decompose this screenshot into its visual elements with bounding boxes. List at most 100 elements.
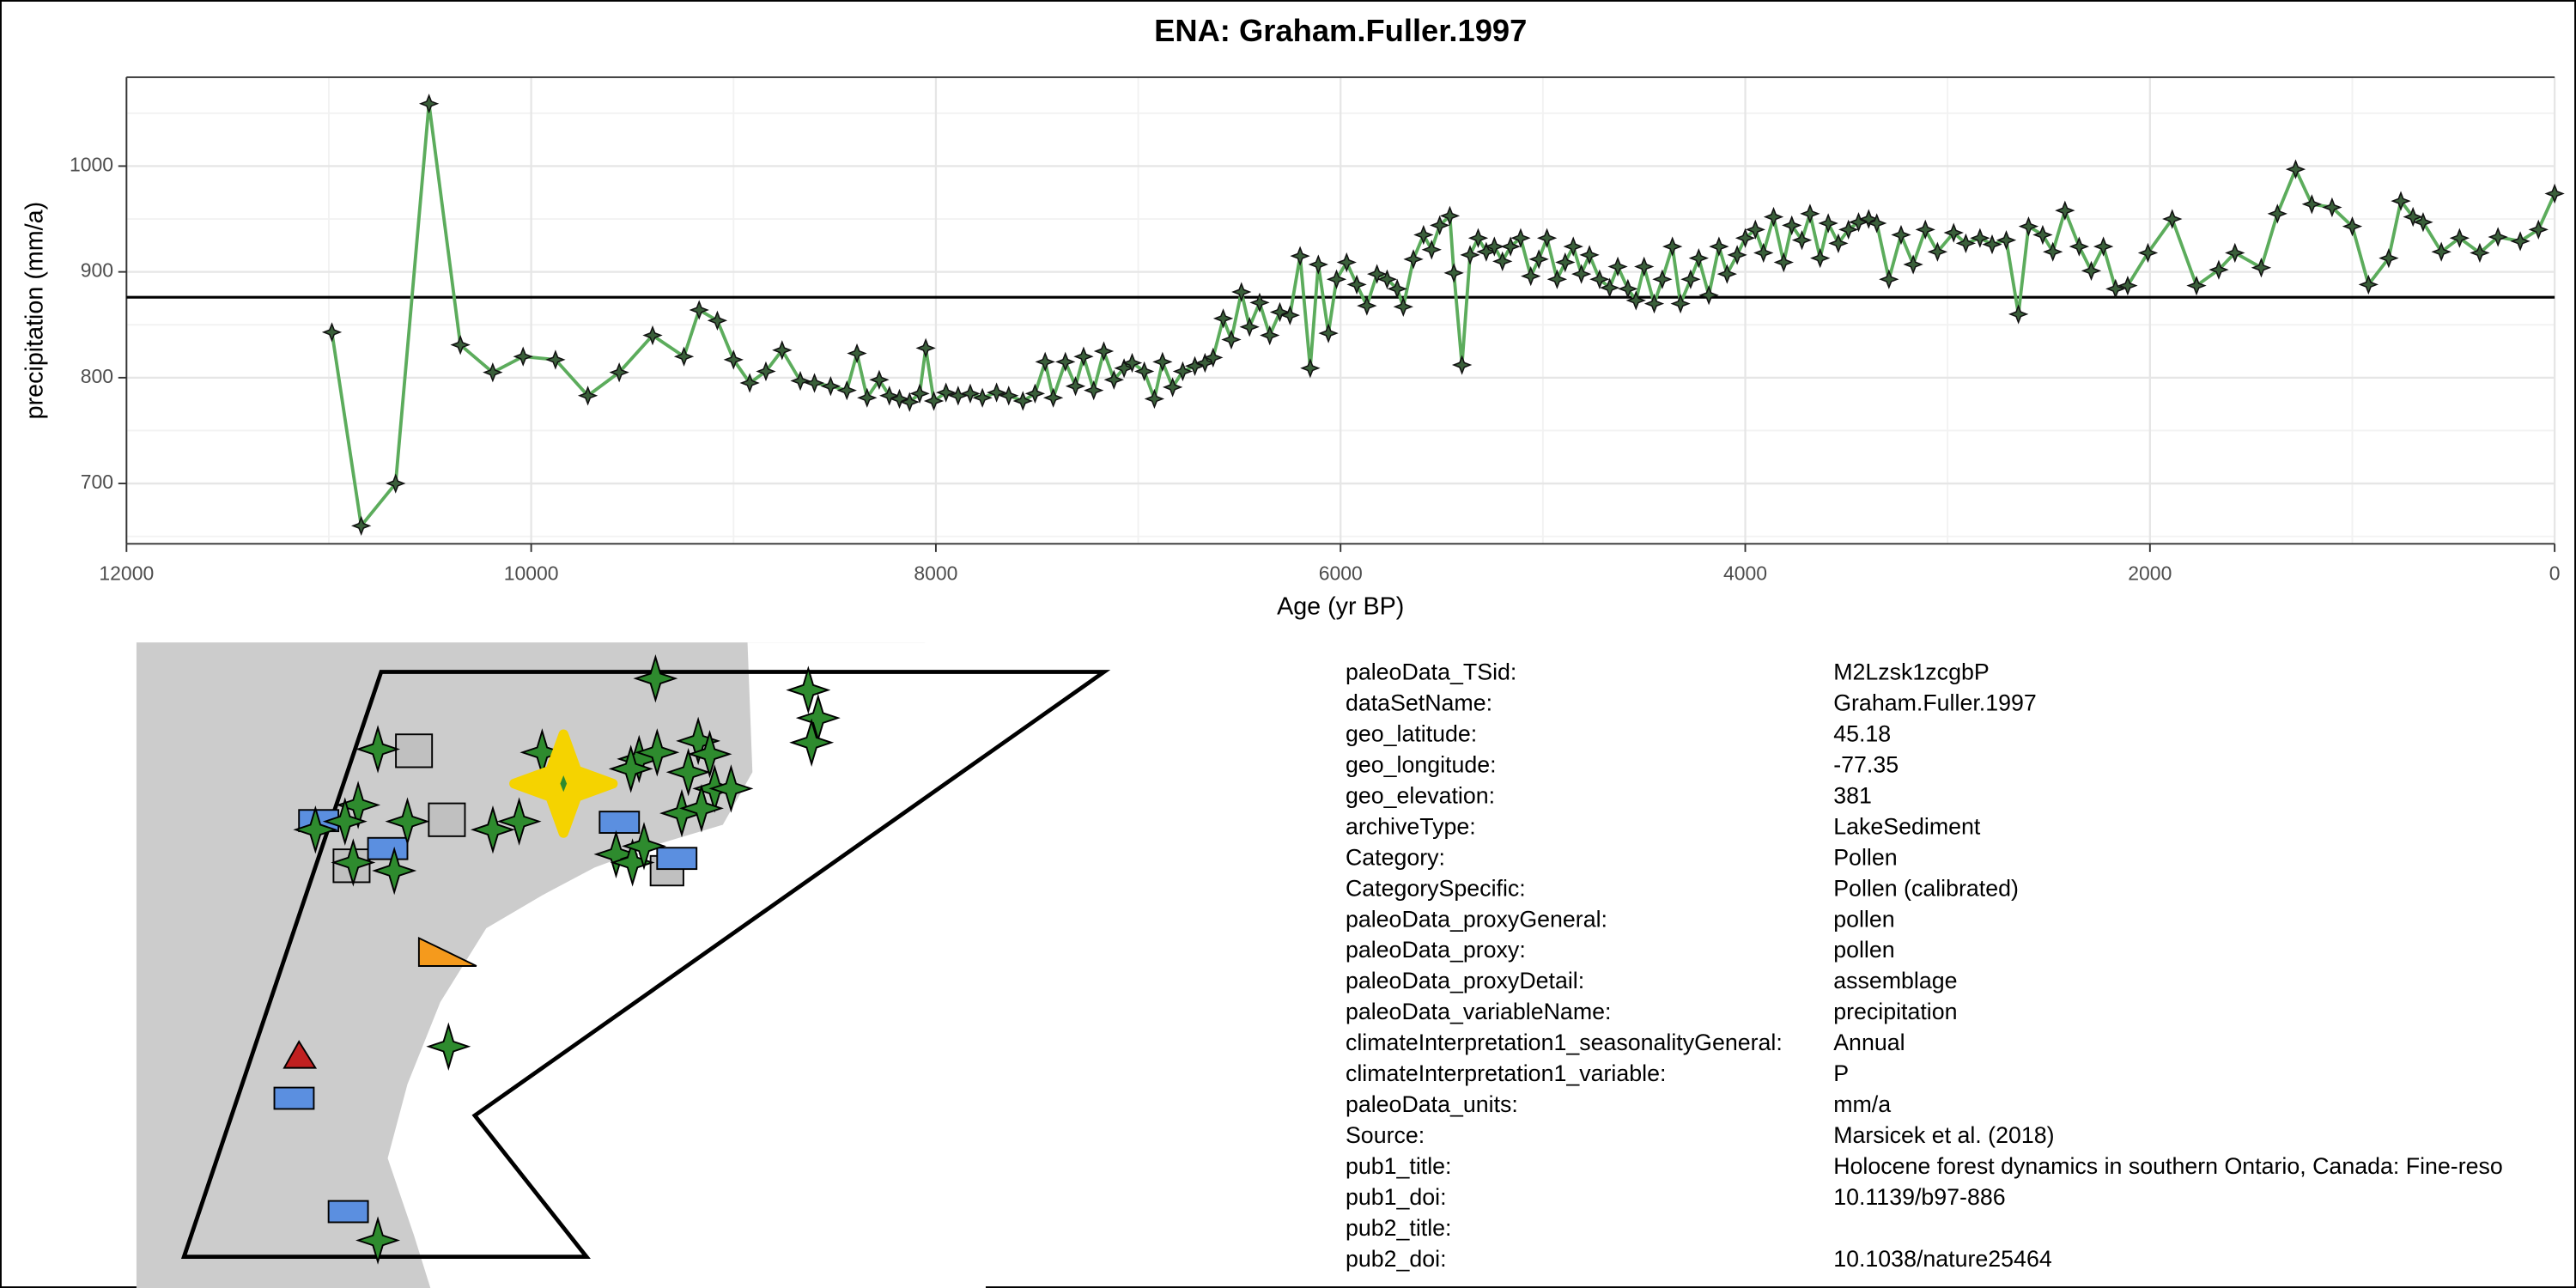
data-point — [1982, 234, 2002, 255]
data-point — [1467, 228, 1489, 248]
data-point — [2449, 228, 2470, 248]
meta-value: precipitation — [1833, 999, 1957, 1024]
meta-value: Annual — [1833, 1030, 1905, 1055]
data-point — [1065, 376, 1086, 397]
data-point — [820, 376, 841, 397]
meta-key: climateInterpretation1_variable: — [1346, 1060, 1666, 1086]
chart-title: ENA: Graham.Fuller.1997 — [1154, 13, 1527, 48]
region-outline — [180, 670, 1111, 1260]
data-point — [1563, 236, 1583, 257]
site-rect — [598, 811, 641, 834]
data-point — [1393, 296, 1413, 317]
data-point — [1879, 269, 1899, 289]
data-point — [1791, 229, 1813, 251]
data-point — [1326, 269, 1347, 289]
data-point — [847, 343, 867, 364]
y-tick-label: 800 — [81, 365, 113, 387]
data-point — [1810, 247, 1831, 269]
data-point — [1618, 278, 1638, 300]
data-point — [1709, 236, 1729, 257]
data-point — [483, 362, 503, 383]
data-point — [2081, 260, 2102, 282]
data-point — [879, 386, 900, 406]
data-point — [2358, 274, 2379, 295]
site-square — [428, 802, 466, 837]
data-point — [1103, 369, 1124, 390]
data-point — [1172, 361, 1194, 382]
y-tick-label: 1000 — [70, 153, 113, 175]
data-point — [1144, 388, 1165, 410]
data-point — [1521, 265, 1541, 287]
data-point — [1366, 264, 1388, 284]
site-square — [395, 733, 434, 769]
data-point — [2267, 204, 2287, 224]
data-point — [1012, 391, 1033, 411]
meta-value: Graham.Fuller.1997 — [1833, 690, 2037, 715]
site-rect — [327, 1200, 369, 1224]
data-point — [1084, 380, 1104, 401]
data-point — [899, 392, 920, 412]
y-tick-label: 900 — [81, 259, 113, 282]
meta-key: paleoData_units: — [1346, 1091, 1518, 1117]
meta-key: paleoData_proxyDetail: — [1346, 968, 1584, 993]
data-point — [1782, 215, 1802, 236]
map — [136, 642, 1111, 1288]
data-point — [1121, 352, 1143, 374]
data-point — [1318, 323, 1339, 343]
data-point — [1891, 224, 1911, 246]
meta-value: 10.1139/b97-886 — [1833, 1184, 2005, 1210]
data-point — [1996, 229, 2017, 251]
data-point — [2391, 191, 2411, 211]
site-rect — [367, 836, 409, 860]
data-point — [1133, 361, 1155, 382]
data-point — [1260, 325, 1280, 346]
data-point — [1579, 245, 1600, 265]
data-point — [1745, 219, 1765, 240]
data-point — [1203, 347, 1224, 368]
meta-key: paleoData_variableName: — [1346, 999, 1611, 1024]
data-point — [915, 337, 936, 359]
data-point — [772, 340, 793, 361]
data-point — [1290, 246, 1310, 266]
data-point — [1858, 209, 1879, 229]
y-axis-label: precipitation (mm/a) — [21, 202, 49, 419]
x-tick-label: 2000 — [2128, 562, 2172, 585]
data-point — [2403, 206, 2423, 228]
data-point — [1239, 317, 1260, 337]
data-point — [1476, 241, 1497, 262]
data-point — [2043, 241, 2063, 262]
data-point — [1589, 269, 1610, 289]
meta-key: pub2_doi: — [1346, 1246, 1447, 1272]
data-point — [1625, 290, 1646, 311]
data-point — [986, 382, 1007, 403]
data-point — [450, 334, 471, 355]
data-point — [857, 387, 878, 408]
data-point — [1430, 215, 1450, 236]
meta-key: pub1_doi: — [1346, 1184, 1447, 1210]
metadata-table: paleoData_TSid: M2Lzsk1zcgbP dataSetName: G… — [1346, 659, 2503, 1272]
data-point — [804, 373, 825, 393]
data-point — [1698, 285, 1719, 306]
site-triangle — [417, 936, 477, 967]
meta-value: LakeSediment — [1833, 813, 1981, 839]
data-point — [2470, 242, 2490, 264]
data-point — [1184, 355, 1206, 376]
data-point — [1249, 292, 1270, 313]
data-point — [2162, 209, 2183, 229]
data-point — [756, 361, 776, 382]
data-point — [1546, 269, 1568, 289]
data-point — [1716, 264, 1737, 284]
data-point — [642, 325, 663, 346]
data-point — [1818, 213, 1838, 234]
data-point — [836, 380, 857, 401]
site-markers — [273, 656, 839, 1263]
data-point — [609, 362, 629, 383]
data-point — [1300, 358, 1321, 379]
data-point — [689, 300, 709, 320]
data-point — [1269, 301, 1291, 323]
meta-value: pollen — [1833, 906, 1894, 932]
data-point — [1800, 204, 1820, 224]
data-point — [1970, 228, 1990, 248]
meta-value: 10.1038/nature25464 — [1833, 1246, 2052, 1272]
